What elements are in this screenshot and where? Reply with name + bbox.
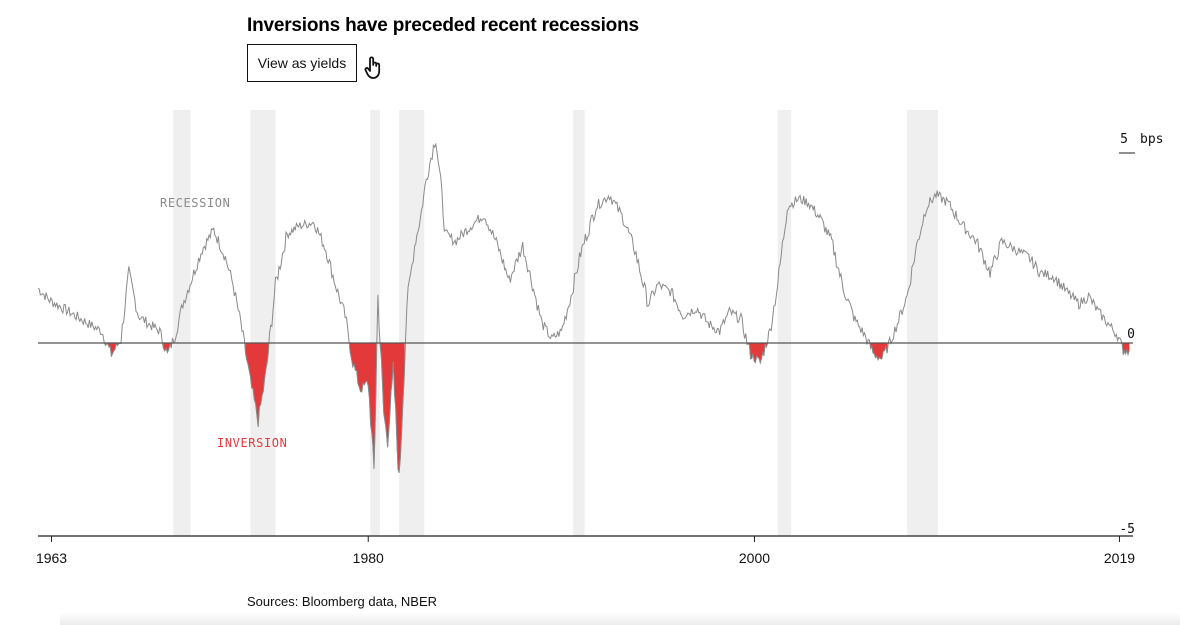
yield-spread-chart: 5 bps 0 -5 1963 1980 2000 2019 RECESSION INVER… [36,110,1163,566]
y-axis-ticks: 5 bps 0 -5 [1119,132,1163,537]
recession-band [777,110,792,536]
recession-band [907,110,938,536]
x-tick-label: 1963 [36,550,67,566]
recession-band [173,110,191,536]
x-tick-label: 2000 [739,550,770,566]
y-tick-label: -5 [1119,522,1135,537]
recession-band [572,110,585,536]
recession-band [399,110,425,536]
y-unit-label: bps [1140,132,1163,147]
inversion-annotation: INVERSION [217,436,287,450]
bottom-shadow [60,612,1180,625]
y-tick-label: 5 [1120,132,1128,147]
recession-annotation: RECESSION [160,196,230,210]
chart-title: Inversions have preceded recent recessio… [247,15,639,36]
hand-cursor-icon [364,56,381,79]
x-tick-label: 2019 [1104,550,1135,566]
recession-bands [173,110,938,536]
source-note: Sources: Bloomberg data, NBER [247,594,438,609]
yield-spread-line [37,142,1130,473]
y-tick-label: 0 [1127,327,1135,342]
recession-band [370,110,380,536]
x-axis-ticks: 1963 1980 2000 2019 [36,536,1135,566]
x-tick-label: 1980 [353,550,384,566]
recession-band [250,110,276,536]
view-as-yields-button[interactable]: View as yields [247,44,357,82]
